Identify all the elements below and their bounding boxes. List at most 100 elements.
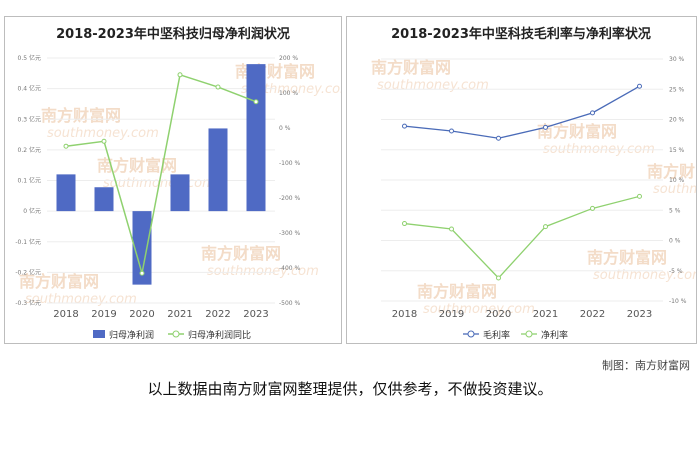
- y-right-tick-label: 25 %: [669, 86, 685, 93]
- watermark: 南方财富网southmoney.com南方财富网southmoney.com南方…: [371, 58, 696, 317]
- data-point: [637, 193, 642, 199]
- bar: [56, 174, 76, 212]
- data-point: [402, 123, 407, 129]
- watermark-cn: 南方财富网: [371, 58, 451, 77]
- watermark-cn: 南方财富网: [97, 156, 177, 175]
- data-point: [496, 275, 501, 281]
- disclaimer: 以上数据由南方财富网整理提供，仅供参考，不做投资建议。: [147, 380, 553, 398]
- y-left-tick-label: -0.3 亿元: [15, 299, 41, 307]
- data-point: [590, 205, 595, 211]
- y-left-tick-label: 0.3 亿元: [18, 115, 41, 123]
- y-left-tick-label: 0 亿元: [23, 207, 41, 215]
- y-right-tick-label: 15 %: [669, 147, 685, 154]
- data-point: [496, 135, 501, 141]
- x-tick-label: 2021: [167, 309, 192, 320]
- watermark-en: southmoney.com: [377, 78, 489, 93]
- x-tick-label: 2020: [129, 309, 154, 320]
- y-left-tick-label: 0.4 亿元: [18, 85, 41, 93]
- x-tick-label: 2021: [533, 309, 558, 320]
- watermark-en: southmoney.com: [241, 82, 341, 97]
- watermark-en: southmoney.com: [207, 264, 319, 279]
- legend-label: 归母净利润: [109, 329, 154, 341]
- legend-swatch-bar: [93, 330, 105, 338]
- watermark-cn: 南方财富网: [647, 162, 696, 181]
- x-tick-label: 2022: [205, 309, 230, 320]
- legend-swatch-marker: [525, 330, 533, 338]
- y-left-tick-label: 0.1 亿元: [18, 177, 41, 185]
- y-right-tick-label: -100 %: [279, 160, 301, 167]
- x-tick-label: 2019: [439, 309, 464, 320]
- y-left-tick-label: -0.1 亿元: [15, 238, 41, 246]
- series-line: [65, 73, 257, 274]
- y-right-tick-label: 5 %: [669, 207, 681, 214]
- bar: [208, 128, 228, 212]
- y-left-tick-label: -0.2 亿元: [15, 268, 41, 276]
- x-tick-label: 2023: [627, 309, 652, 320]
- y-right-tick-label: -300 %: [279, 230, 301, 237]
- x-tick-label: 2018: [53, 309, 78, 320]
- data-point: [449, 128, 454, 134]
- y-right-tick-label: 0 %: [669, 238, 681, 245]
- watermark-en: southmoney.com: [653, 182, 696, 197]
- y-right-tick-label: -5 %: [669, 268, 683, 275]
- watermark-cn: 南方财富网: [417, 282, 497, 301]
- bar: [246, 64, 266, 212]
- watermark-cn: 南方财富网: [41, 106, 121, 125]
- data-point: [215, 84, 221, 90]
- chart-panel-left: 2018-2023年中坚科技归母净利润状况 南方财富网 southmoney.co…: [4, 16, 342, 344]
- watermark-cn: 南方财富网: [537, 122, 617, 141]
- x-tick-label: 2018: [392, 309, 417, 320]
- chart-title: 2018-2023年中坚科技归母净利润状况: [56, 26, 290, 42]
- data-point: [637, 83, 642, 89]
- legend-swatch-marker: [172, 330, 180, 338]
- y-right-tick-label: -400 %: [279, 265, 301, 272]
- legend-label: 归母净利润同比: [188, 329, 251, 341]
- data-point: [253, 99, 259, 105]
- y-left-tick-label: 0.5 亿元: [18, 54, 41, 62]
- watermark-en: southmoney.com: [47, 126, 159, 141]
- y-right-tick-label: -500 %: [279, 300, 301, 307]
- data-point: [101, 138, 107, 144]
- chart-title: 2018-2023年中坚科技毛利率与净利率状况: [391, 26, 651, 42]
- legend: 毛利率 净利率: [463, 329, 568, 341]
- chart-panel-right: 2018-2023年中坚科技毛利率与净利率状况 南方财富网 southmoney.…: [346, 16, 697, 344]
- y-right-tick-label: 10 %: [669, 177, 685, 184]
- data-point: [543, 124, 548, 130]
- data-point: [63, 143, 69, 149]
- series-line: [404, 195, 640, 279]
- legend-label: 净利率: [541, 329, 568, 341]
- y-right-tick-label: 30 %: [669, 56, 685, 63]
- y-right-tick-label: 0 %: [279, 125, 291, 132]
- watermark-cn: 南方财富网: [587, 248, 667, 267]
- y-right-tick-label: 20 %: [669, 117, 685, 124]
- watermark-en: southmoney.com: [423, 302, 535, 317]
- chart-credit: 制图：南方财富网: [602, 359, 690, 372]
- grid: -10 % -5 % 0 % 5 % 10 % 15 % 20 % 25 % 30 % 2018 2…: [381, 56, 687, 320]
- legend: 归母净利润 归母净利润同比: [93, 329, 251, 341]
- net-profit-chart: 2018-2023年中坚科技归母净利润状况 南方财富网southmoney.co…: [15, 26, 341, 341]
- x-tick-label: 2020: [486, 309, 511, 320]
- watermark-en: southmoney.com: [25, 292, 137, 307]
- margin-chart: 2018-2023年中坚科技毛利率与净利率状况 南方财富网southmoney.…: [371, 26, 696, 341]
- series-line: [404, 85, 640, 139]
- watermark-cn: 南方财富网: [19, 272, 99, 291]
- x-tick-label: 2022: [580, 309, 605, 320]
- x-tick-label: 2023: [243, 309, 268, 320]
- y-right-tick-label: 200 %: [279, 55, 298, 62]
- y-right-tick-label: -10 %: [669, 298, 687, 305]
- bar: [132, 211, 152, 285]
- data-point: [402, 221, 407, 227]
- watermark-cn: 南方财富网: [201, 244, 281, 263]
- legend-label: 毛利率: [483, 329, 510, 341]
- data-point: [449, 226, 454, 232]
- x-tick-label: 2019: [91, 309, 116, 320]
- legend-swatch-marker: [467, 330, 475, 338]
- y-right-tick-label: 100 %: [279, 90, 298, 97]
- data-point: [177, 72, 183, 78]
- plot-area: [56, 64, 266, 285]
- y-right-tick-label: -200 %: [279, 195, 301, 202]
- watermark-en: southmoney.com: [593, 268, 696, 283]
- data-point: [139, 270, 145, 276]
- bar: [170, 174, 190, 212]
- data-point: [543, 224, 548, 230]
